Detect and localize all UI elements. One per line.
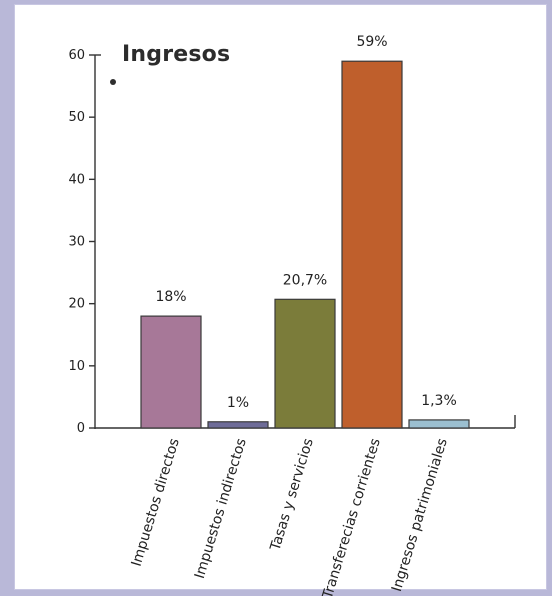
data-label: 1,3% <box>421 393 457 409</box>
bar <box>408 419 470 429</box>
category-labels: Impuestos directos Impuestos indirectos Ta… <box>129 436 451 596</box>
data-label: 1% <box>227 395 249 411</box>
category-label: Tasas y servicios <box>267 436 317 553</box>
bars <box>140 60 470 429</box>
chart-panel <box>14 4 547 590</box>
y-tick-label: 0 <box>77 421 85 436</box>
category-label: Ingresos patrimoniales <box>389 436 451 593</box>
y-tick-label: 50 <box>68 110 85 125</box>
chart-title: Ingresos <box>122 42 231 67</box>
data-labels: 18% 1% 20,7% 59% 1,3% <box>155 34 456 411</box>
category-label: Impuestos indirectos <box>192 436 250 580</box>
bar <box>341 60 403 429</box>
bar <box>274 298 336 429</box>
data-label: 18% <box>155 289 186 305</box>
y-tick-label: 30 <box>68 235 85 250</box>
y-ticks: 0 10 20 30 40 50 60 <box>68 48 95 436</box>
bar <box>140 315 202 429</box>
data-label: 20,7% <box>283 272 327 288</box>
category-label: Transferecias corrientes <box>319 436 383 596</box>
category-label: Impuestos directos <box>129 436 183 568</box>
data-label: 59% <box>356 34 387 50</box>
y-tick-label: 40 <box>68 172 85 187</box>
y-tick-label: 10 <box>68 359 85 374</box>
y-tick-label: 60 <box>68 48 85 63</box>
bar <box>207 421 269 429</box>
y-tick-label: 20 <box>68 297 85 312</box>
bullet-mark <box>110 79 116 85</box>
